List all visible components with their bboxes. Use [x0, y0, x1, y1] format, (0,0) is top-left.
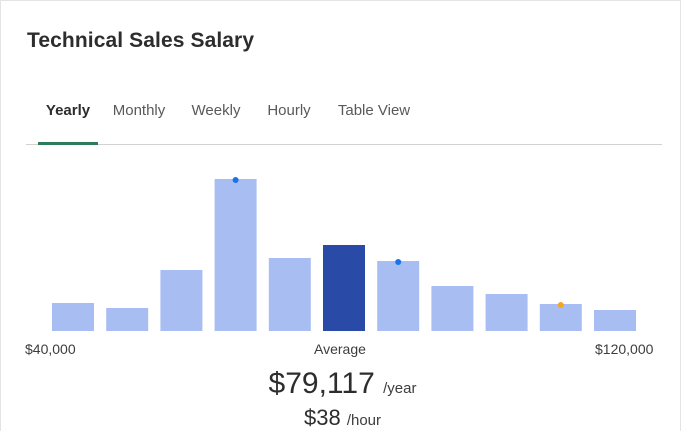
hourly-salary-unit: /hour [346, 412, 382, 429]
average-yearly-salary: $79,117 /year [1, 367, 683, 401]
histogram-bar[interactable] [52, 303, 94, 331]
histogram-bar[interactable] [268, 258, 311, 331]
period-tabs: Yearly Monthly Weekly Hourly Table View [26, 89, 662, 145]
histogram-bar[interactable] [377, 261, 420, 331]
tab-weekly[interactable]: Weekly [191, 102, 241, 119]
histogram-marker-dot [557, 302, 564, 308]
tab-monthly[interactable]: Monthly [112, 102, 166, 119]
histogram-bar[interactable] [160, 270, 203, 331]
tab-yearly[interactable]: Yearly [38, 89, 98, 145]
histogram-marker-dot [395, 259, 402, 265]
yearly-salary-value: $79,117 [268, 367, 375, 400]
histogram-bar[interactable] [214, 179, 257, 331]
histogram-bar[interactable] [539, 304, 582, 331]
axis-min-label: $40,000 [25, 341, 76, 357]
histogram-bar[interactable] [594, 310, 636, 331]
page-title: Technical Sales Salary [27, 29, 255, 52]
histogram-bar[interactable] [106, 308, 149, 331]
tab-hourly[interactable]: Hourly [267, 102, 311, 119]
histogram-marker-dot [232, 177, 239, 183]
average-hourly-salary: $38 /hour [1, 405, 683, 431]
salary-histogram [52, 177, 636, 331]
histogram-bar-average[interactable] [323, 245, 365, 331]
histogram-bar[interactable] [431, 286, 474, 331]
tab-table-view[interactable]: Table View [337, 102, 411, 119]
axis-average-label: Average [314, 341, 366, 357]
axis-max-label: $120,000 [595, 341, 654, 357]
yearly-salary-unit: /year [383, 380, 417, 397]
histogram-bar[interactable] [485, 294, 528, 331]
hourly-salary-value: $38 [303, 405, 341, 430]
